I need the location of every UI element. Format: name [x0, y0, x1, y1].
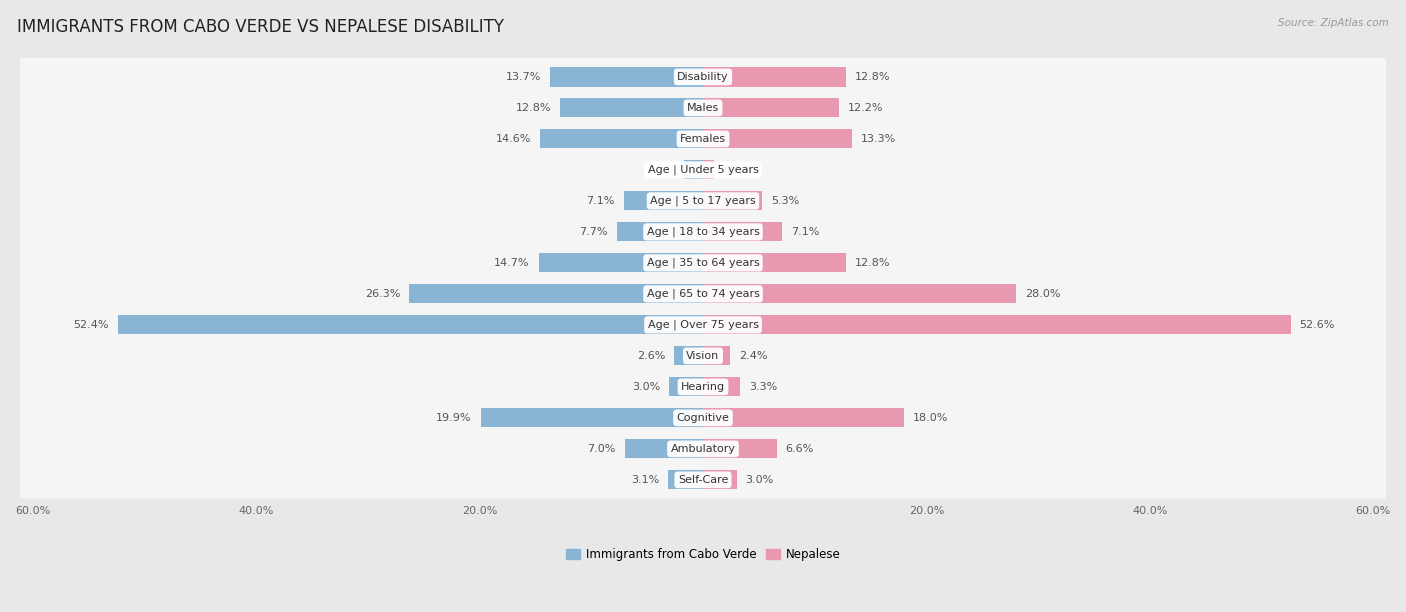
Bar	[703, 470, 737, 490]
Text: 19.9%: 19.9%	[436, 413, 472, 423]
Bar	[538, 253, 703, 272]
Text: 3.3%: 3.3%	[749, 382, 778, 392]
Text: Hearing: Hearing	[681, 382, 725, 392]
Text: 18.0%: 18.0%	[912, 413, 949, 423]
Text: 7.0%: 7.0%	[588, 444, 616, 454]
Bar	[624, 192, 703, 211]
Text: 52.4%: 52.4%	[73, 320, 108, 330]
Text: 2.6%: 2.6%	[637, 351, 665, 361]
Bar	[668, 470, 703, 490]
FancyBboxPatch shape	[20, 89, 1386, 127]
Bar	[673, 346, 703, 365]
Text: 3.0%: 3.0%	[745, 475, 773, 485]
FancyBboxPatch shape	[20, 244, 1386, 282]
Text: Age | 35 to 64 years: Age | 35 to 64 years	[647, 258, 759, 268]
Text: 3.1%: 3.1%	[631, 475, 659, 485]
Text: 7.7%: 7.7%	[579, 227, 607, 237]
Text: 12.8%: 12.8%	[855, 72, 890, 82]
Bar	[540, 129, 703, 149]
Text: 14.7%: 14.7%	[495, 258, 530, 268]
Text: 12.8%: 12.8%	[855, 258, 890, 268]
Text: 12.8%: 12.8%	[516, 103, 551, 113]
Text: Disability: Disability	[678, 72, 728, 82]
FancyBboxPatch shape	[20, 275, 1386, 313]
FancyBboxPatch shape	[20, 151, 1386, 188]
Bar	[409, 284, 703, 304]
Bar	[703, 346, 730, 365]
Text: Cognitive: Cognitive	[676, 413, 730, 423]
Text: 13.3%: 13.3%	[860, 134, 896, 144]
Bar	[703, 129, 852, 149]
Text: 5.3%: 5.3%	[770, 196, 800, 206]
Text: 6.6%: 6.6%	[786, 444, 814, 454]
FancyBboxPatch shape	[20, 337, 1386, 375]
Text: 7.1%: 7.1%	[586, 196, 614, 206]
Bar	[703, 192, 762, 211]
Text: 1.7%: 1.7%	[647, 165, 675, 175]
Text: 2.4%: 2.4%	[738, 351, 768, 361]
Text: Ambulatory: Ambulatory	[671, 444, 735, 454]
Text: Vision: Vision	[686, 351, 720, 361]
Legend: Immigrants from Cabo Verde, Nepalese: Immigrants from Cabo Verde, Nepalese	[565, 548, 841, 561]
Bar	[703, 67, 846, 86]
Text: Females: Females	[681, 134, 725, 144]
Text: 26.3%: 26.3%	[364, 289, 401, 299]
FancyBboxPatch shape	[20, 368, 1386, 406]
FancyBboxPatch shape	[20, 306, 1386, 344]
Bar	[481, 408, 703, 427]
Text: 52.6%: 52.6%	[1299, 320, 1336, 330]
Bar	[624, 439, 703, 458]
Text: 12.2%: 12.2%	[848, 103, 884, 113]
Text: Males: Males	[688, 103, 718, 113]
Bar	[703, 99, 839, 118]
Text: 28.0%: 28.0%	[1025, 289, 1060, 299]
Bar	[550, 67, 703, 86]
FancyBboxPatch shape	[20, 182, 1386, 220]
FancyBboxPatch shape	[20, 430, 1386, 468]
Text: 7.1%: 7.1%	[792, 227, 820, 237]
Bar	[617, 222, 703, 242]
Text: 3.0%: 3.0%	[633, 382, 661, 392]
Bar	[703, 284, 1017, 304]
Bar	[118, 315, 703, 335]
Text: Age | 5 to 17 years: Age | 5 to 17 years	[650, 196, 756, 206]
FancyBboxPatch shape	[20, 213, 1386, 251]
Text: Age | Over 75 years: Age | Over 75 years	[648, 319, 758, 330]
FancyBboxPatch shape	[20, 120, 1386, 158]
Text: Age | 65 to 74 years: Age | 65 to 74 years	[647, 289, 759, 299]
Text: IMMIGRANTS FROM CABO VERDE VS NEPALESE DISABILITY: IMMIGRANTS FROM CABO VERDE VS NEPALESE D…	[17, 18, 503, 36]
FancyBboxPatch shape	[20, 399, 1386, 437]
FancyBboxPatch shape	[20, 461, 1386, 499]
Bar	[703, 377, 740, 397]
Bar	[560, 99, 703, 118]
FancyBboxPatch shape	[20, 58, 1386, 96]
Bar	[703, 439, 776, 458]
Text: 0.97%: 0.97%	[723, 165, 758, 175]
Bar	[683, 160, 703, 179]
Bar	[703, 253, 846, 272]
Bar	[703, 408, 904, 427]
Bar	[703, 222, 782, 242]
Text: Age | 18 to 34 years: Age | 18 to 34 years	[647, 226, 759, 237]
Bar	[703, 315, 1291, 335]
Text: Source: ZipAtlas.com: Source: ZipAtlas.com	[1278, 18, 1389, 28]
Bar	[703, 160, 714, 179]
Text: 13.7%: 13.7%	[506, 72, 541, 82]
Text: Age | Under 5 years: Age | Under 5 years	[648, 165, 758, 175]
Text: Self-Care: Self-Care	[678, 475, 728, 485]
Text: 14.6%: 14.6%	[495, 134, 531, 144]
Bar	[669, 377, 703, 397]
